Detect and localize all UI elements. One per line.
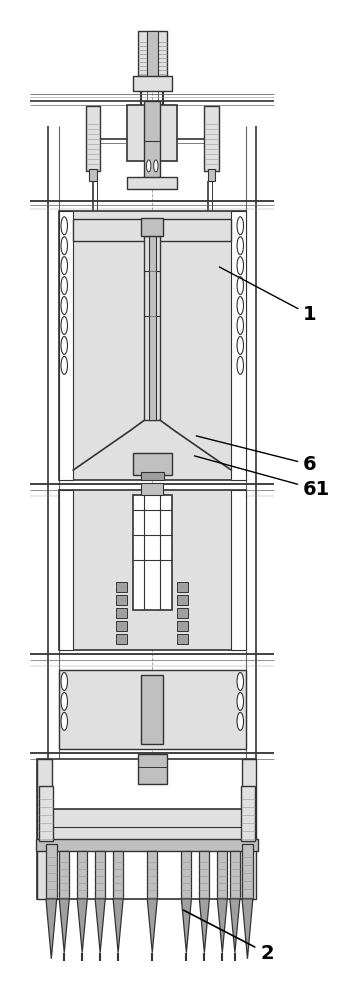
Bar <box>142 483 163 495</box>
Circle shape <box>61 257 67 275</box>
Bar <box>208 169 215 181</box>
Bar <box>35 839 258 851</box>
Circle shape <box>61 237 67 255</box>
Bar <box>37 759 256 899</box>
Bar <box>37 759 52 899</box>
Circle shape <box>237 336 244 354</box>
Bar <box>230 851 240 899</box>
Bar <box>132 76 172 91</box>
Bar <box>77 851 87 899</box>
Bar <box>95 851 105 899</box>
Circle shape <box>61 673 67 690</box>
Bar <box>127 177 177 189</box>
Circle shape <box>61 712 67 730</box>
Polygon shape <box>230 899 240 953</box>
Circle shape <box>237 673 244 690</box>
Bar <box>147 851 157 899</box>
Bar <box>141 472 164 480</box>
Circle shape <box>237 277 244 295</box>
Circle shape <box>61 317 67 334</box>
Text: 1: 1 <box>219 267 317 324</box>
Bar <box>177 621 188 631</box>
Bar <box>177 582 188 592</box>
Circle shape <box>237 317 244 334</box>
Bar <box>116 634 127 644</box>
Polygon shape <box>217 899 227 953</box>
Circle shape <box>61 277 67 295</box>
Bar <box>138 754 167 784</box>
Polygon shape <box>113 899 123 953</box>
Circle shape <box>237 712 244 730</box>
Bar <box>147 31 157 76</box>
Bar <box>177 634 188 644</box>
Polygon shape <box>181 899 191 953</box>
Bar <box>199 851 209 899</box>
Bar <box>242 844 253 899</box>
Bar <box>116 621 127 631</box>
Bar <box>116 608 127 618</box>
Bar <box>242 759 256 899</box>
Polygon shape <box>95 899 105 953</box>
Circle shape <box>237 217 244 235</box>
Bar <box>132 495 172 610</box>
Polygon shape <box>59 899 69 953</box>
Circle shape <box>61 297 67 315</box>
Bar <box>142 675 163 744</box>
Bar <box>59 211 246 480</box>
Bar <box>177 595 188 605</box>
Bar <box>59 851 69 899</box>
Bar <box>59 490 73 650</box>
Circle shape <box>237 257 244 275</box>
Circle shape <box>237 692 244 710</box>
Bar <box>59 670 246 749</box>
Bar <box>48 809 246 844</box>
Bar <box>89 169 97 181</box>
Bar <box>73 219 231 241</box>
Text: 2: 2 <box>184 910 274 963</box>
Bar <box>132 453 172 475</box>
Bar <box>113 851 123 899</box>
Bar <box>142 218 163 236</box>
Bar <box>231 211 246 480</box>
Bar <box>116 595 127 605</box>
Bar <box>59 211 73 480</box>
Circle shape <box>237 297 244 315</box>
Circle shape <box>237 356 244 374</box>
Text: 6: 6 <box>196 436 317 474</box>
Polygon shape <box>199 899 209 953</box>
Bar <box>138 31 167 76</box>
Bar <box>86 106 100 171</box>
Polygon shape <box>77 899 87 953</box>
Bar <box>127 105 177 161</box>
Circle shape <box>154 160 158 172</box>
Bar <box>116 582 127 592</box>
Circle shape <box>237 237 244 255</box>
Bar <box>217 851 227 899</box>
Polygon shape <box>46 899 57 959</box>
Polygon shape <box>147 899 157 953</box>
Circle shape <box>61 356 67 374</box>
Bar <box>231 490 246 650</box>
Bar <box>241 786 255 841</box>
Bar <box>59 490 246 650</box>
Bar <box>181 851 191 899</box>
Bar <box>149 236 156 420</box>
Bar <box>205 106 219 171</box>
Circle shape <box>147 160 151 172</box>
Text: 61: 61 <box>194 456 331 499</box>
Bar <box>177 608 188 618</box>
Bar <box>46 844 57 899</box>
Polygon shape <box>242 899 253 959</box>
Circle shape <box>61 692 67 710</box>
Bar <box>144 236 160 420</box>
Circle shape <box>61 217 67 235</box>
Bar <box>144 101 160 181</box>
Bar <box>39 786 53 841</box>
Circle shape <box>61 336 67 354</box>
